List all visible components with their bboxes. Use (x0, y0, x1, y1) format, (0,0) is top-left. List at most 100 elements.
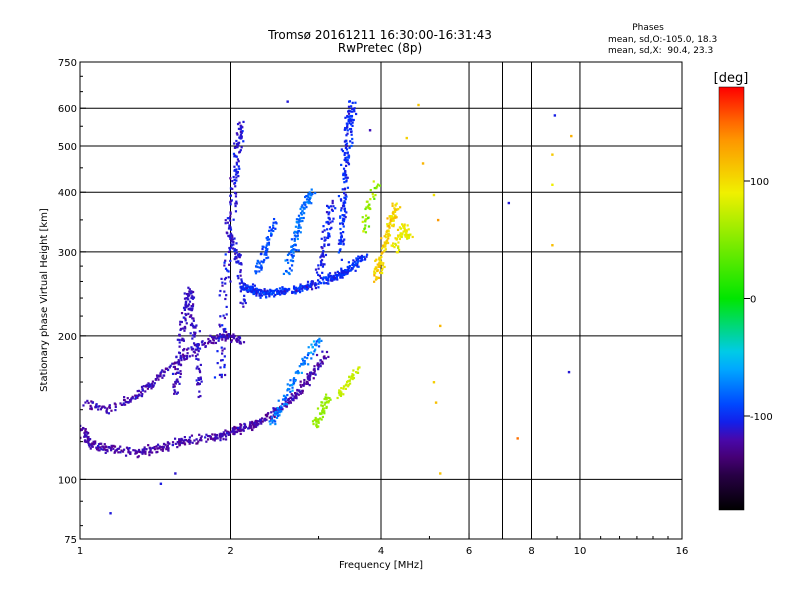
data-point (347, 266, 351, 270)
data-point (328, 218, 331, 221)
data-point (239, 133, 243, 136)
data-point (144, 450, 147, 453)
data-point (346, 268, 350, 271)
data-point (364, 224, 367, 227)
data-point (259, 290, 262, 293)
data-point (250, 290, 253, 293)
data-point (377, 276, 381, 280)
data-point (238, 167, 241, 170)
data-point (366, 205, 370, 208)
data-point (238, 342, 241, 345)
data-point (282, 272, 285, 276)
data-point (130, 397, 133, 400)
data-point (165, 445, 168, 449)
data-point (356, 265, 359, 268)
data-point (191, 305, 195, 308)
data-point (327, 222, 330, 226)
data-point (197, 350, 200, 353)
x-tick-label: 10 (574, 546, 587, 557)
data-point (172, 385, 175, 389)
data-point (163, 370, 166, 374)
data-point (301, 204, 304, 207)
data-point (394, 237, 397, 240)
data-point (155, 451, 158, 454)
data-point (432, 381, 436, 384)
data-point (291, 291, 294, 295)
data-point (352, 374, 355, 377)
data-point (85, 430, 88, 434)
data-point (230, 430, 233, 433)
data-point (191, 347, 195, 350)
data-point (317, 345, 321, 348)
data-point (156, 443, 160, 446)
data-point (306, 194, 309, 198)
data-point (127, 449, 130, 452)
data-point (237, 165, 240, 168)
data-point (223, 261, 226, 264)
data-point (182, 306, 186, 309)
data-point (120, 449, 123, 452)
data-point (342, 271, 345, 274)
data-point (123, 399, 126, 402)
data-point (306, 376, 309, 379)
data-point (369, 198, 372, 201)
data-point (227, 333, 230, 336)
data-point (297, 224, 301, 227)
data-point (209, 437, 213, 440)
data-point (240, 429, 243, 432)
data-point (357, 257, 360, 261)
data-point (174, 472, 177, 475)
data-point (301, 357, 304, 361)
data-point (396, 251, 399, 254)
data-point (256, 259, 259, 262)
data-point (298, 286, 301, 289)
data-point (274, 227, 277, 230)
data-point (167, 447, 170, 450)
data-point (97, 443, 101, 446)
data-point (176, 445, 179, 449)
data-point (83, 431, 86, 435)
data-point (221, 435, 224, 438)
data-point (325, 221, 328, 224)
data-point (242, 341, 246, 344)
data-point (235, 171, 238, 174)
data-point (200, 435, 203, 438)
data-point (176, 380, 180, 383)
data-point (368, 129, 372, 132)
data-point (345, 179, 348, 182)
data-point (239, 425, 242, 428)
data-point (224, 438, 228, 441)
data-point (141, 452, 144, 455)
data-point (325, 398, 328, 401)
data-point (292, 251, 295, 254)
data-point (87, 401, 90, 405)
data-point (266, 236, 269, 239)
data-point (235, 139, 238, 143)
data-point (373, 274, 376, 277)
data-point (175, 392, 178, 395)
data-point (350, 133, 353, 136)
data-point (272, 217, 276, 221)
data-point (352, 108, 355, 111)
data-point (185, 348, 189, 351)
data-point (394, 242, 397, 246)
data-point (104, 451, 107, 455)
data-point (300, 205, 303, 209)
data-point (355, 257, 358, 260)
data-point (340, 391, 343, 394)
data-point (347, 105, 351, 108)
data-point (188, 436, 191, 439)
data-point (394, 203, 397, 206)
data-point (241, 130, 244, 133)
data-point (322, 255, 325, 258)
data-point (181, 339, 184, 342)
data-point (345, 142, 349, 145)
data-point (338, 239, 341, 242)
data-point (385, 236, 388, 239)
data-point (107, 412, 111, 415)
data-point (114, 449, 117, 452)
data-point (183, 292, 186, 295)
data-point (322, 276, 325, 279)
data-point (255, 423, 259, 426)
data-point (137, 389, 141, 392)
